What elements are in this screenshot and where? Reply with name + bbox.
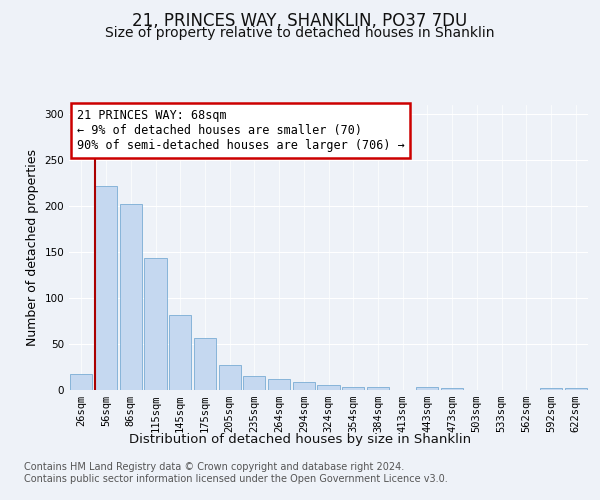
- Bar: [169, 314, 191, 390]
- Bar: [293, 382, 315, 390]
- Bar: [145, 258, 167, 390]
- Y-axis label: Number of detached properties: Number of detached properties: [26, 149, 39, 346]
- Text: 21 PRINCES WAY: 68sqm
← 9% of detached houses are smaller (70)
90% of semi-detac: 21 PRINCES WAY: 68sqm ← 9% of detached h…: [77, 110, 404, 152]
- Bar: [268, 379, 290, 390]
- Bar: [367, 387, 389, 390]
- Bar: [70, 374, 92, 390]
- Bar: [218, 365, 241, 390]
- Bar: [540, 388, 562, 390]
- Bar: [342, 387, 364, 390]
- Bar: [317, 386, 340, 390]
- Bar: [95, 186, 117, 390]
- Bar: [441, 388, 463, 390]
- Bar: [416, 387, 439, 390]
- Bar: [565, 388, 587, 390]
- Text: Contains HM Land Registry data © Crown copyright and database right 2024.
Contai: Contains HM Land Registry data © Crown c…: [24, 462, 448, 484]
- Bar: [119, 204, 142, 390]
- Bar: [243, 376, 265, 390]
- Bar: [194, 338, 216, 390]
- Text: Distribution of detached houses by size in Shanklin: Distribution of detached houses by size …: [129, 432, 471, 446]
- Text: 21, PRINCES WAY, SHANKLIN, PO37 7DU: 21, PRINCES WAY, SHANKLIN, PO37 7DU: [133, 12, 467, 30]
- Text: Size of property relative to detached houses in Shanklin: Size of property relative to detached ho…: [105, 26, 495, 40]
